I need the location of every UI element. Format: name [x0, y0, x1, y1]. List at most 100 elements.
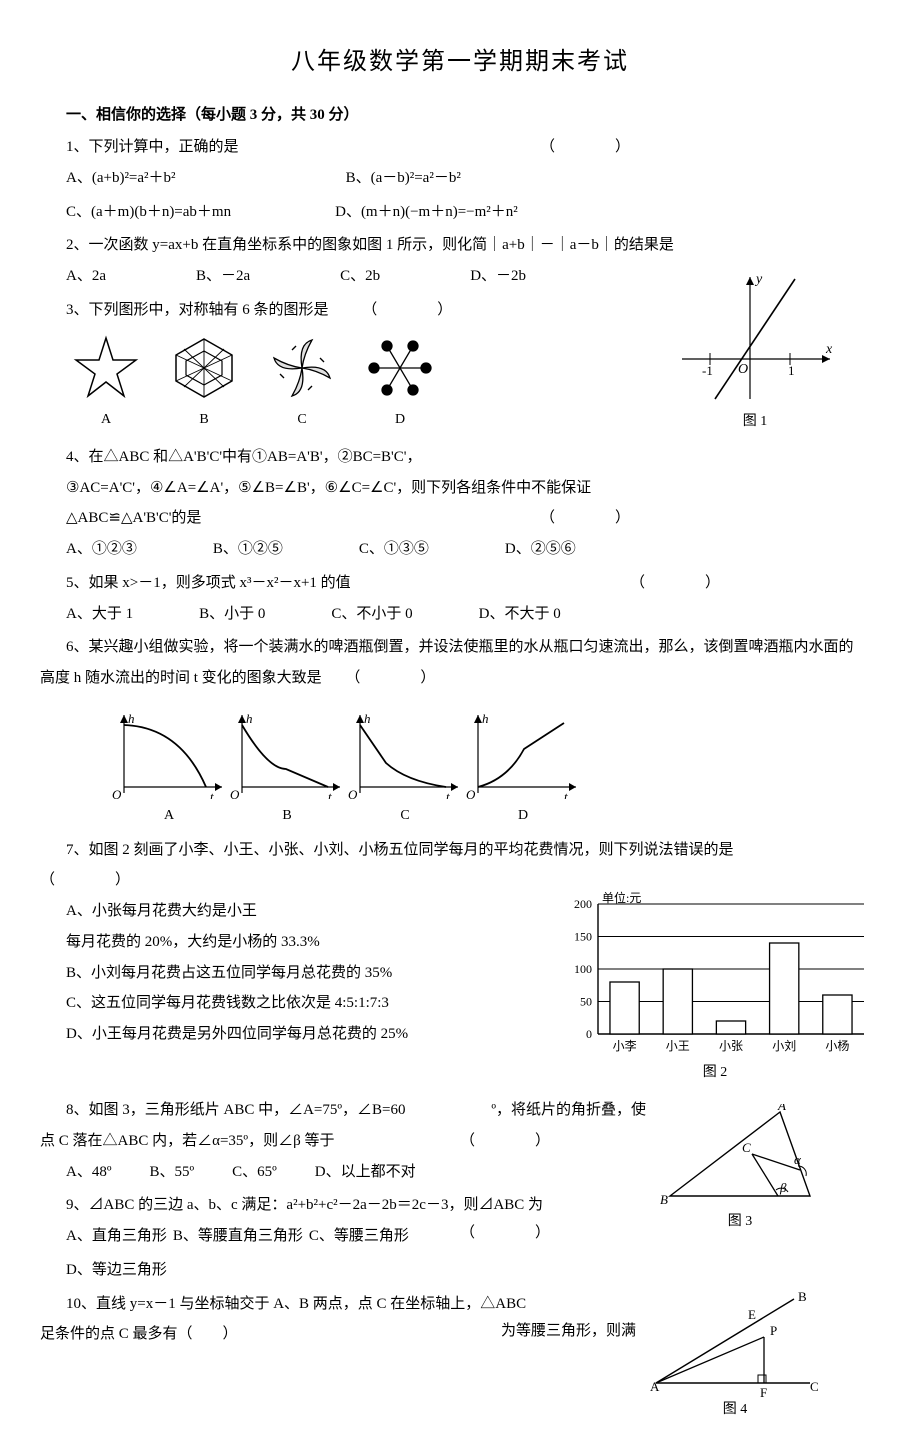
q7-A1: A、小张每月花费大约是小王 — [40, 898, 880, 926]
six-dots-icon — [360, 333, 440, 403]
svg-text:h: h — [482, 711, 489, 726]
q6-label-A: A — [164, 803, 174, 829]
q6-l1: 6、某兴趣小组做实验，将一个装满水的啤酒瓶倒置，并设法使瓶里的水从瓶口匀速流出，… — [40, 634, 880, 662]
svg-text:A: A — [650, 1379, 660, 1394]
q3-label-A: A — [101, 407, 111, 433]
q5-B: B、小于 0 — [199, 601, 265, 629]
svg-text:t: t — [446, 789, 450, 799]
q4-paren: （ ） — [540, 505, 640, 533]
svg-text:O: O — [230, 787, 240, 799]
q4-D: D、②⑤⑥ — [505, 536, 576, 564]
svg-text:t: t — [328, 789, 332, 799]
q4-l3-text: △ABC≌△A'B'C'的是 — [66, 510, 201, 526]
q9-stem: 9、⊿ABC 的三边 a、b、c 满足：a²+b²+c²－2a－2b＝2c－3，… — [40, 1192, 880, 1220]
q5-stem-text: 5、如果 x>－1，则多项式 x³－x²－x+1 的值 — [66, 575, 351, 591]
q8-B: B、55º — [149, 1159, 194, 1187]
svg-text:x: x — [825, 342, 833, 357]
q8-opts: A、48º B、55º C、65º D、以上都不对 — [40, 1159, 650, 1187]
q4-opts: A、①②③ B、①②⑤ C、①③⑤ D、②⑤⑥ — [40, 536, 880, 564]
q3-label-D: D — [395, 407, 405, 433]
q7-B: B、小刘每月花费占这五位同学每月总花费的 35% — [40, 960, 880, 988]
q7-stem: 7、如图 2 刻画了小李、小王、小张、小刘、小杨五位同学每月的平均花费情况，则下… — [40, 837, 880, 865]
q6-paren: （ ） — [345, 665, 445, 693]
q2-A: A、2a — [66, 263, 106, 291]
q1-paren: （ ） — [540, 134, 640, 162]
svg-text:O: O — [738, 362, 748, 377]
q6-fig-B: O h t B — [228, 709, 346, 829]
svg-text:h: h — [364, 711, 371, 726]
q6-l2-text: 高度 h 随水流出的时间 t 变化的图象大致是 — [40, 670, 322, 686]
figure-1-label: 图 1 — [670, 409, 840, 435]
svg-text:t: t — [564, 789, 568, 799]
q9-D: D、等边三角形 — [66, 1257, 167, 1285]
q6-label-D: D — [518, 803, 528, 829]
q9-stem-text: 9、⊿ABC 的三边 a、b、c 满足：a²+b²+c²－2a－2b＝2c－3，… — [66, 1197, 543, 1213]
svg-text:-1: -1 — [702, 363, 713, 378]
q4-l1: 4、在△ABC 和△A'B'C'中有①AB=A'B'，②BC=B'C'， — [40, 444, 880, 472]
q7-paren: （ ） — [40, 867, 140, 895]
svg-text:O: O — [466, 787, 476, 799]
q6-label-C: C — [400, 803, 409, 829]
q6-fig-D: O h t D — [464, 709, 582, 829]
svg-text:C: C — [810, 1379, 819, 1394]
hexagon-pattern-icon — [164, 333, 244, 403]
q1-stem-text: 1、下列计算中，正确的是 — [66, 139, 239, 155]
q5-stem: 5、如果 x>－1，则多项式 x³－x²－x+1 的值 （ ） — [40, 570, 880, 598]
q5-opts: A、大于 1 B、小于 0 C、不小于 0 D、不大于 0 — [40, 601, 880, 629]
q1-A: A、(a+b)²=a²＋b² — [66, 165, 176, 193]
q8-l1: 8、如图 3，三角形纸片 ABC 中，∠A=75º，∠B=60 º，将纸片的角折… — [40, 1097, 880, 1125]
q3-label-C: C — [297, 407, 306, 433]
q10-l1: 10、直线 y=x－1 与坐标轴交于 A、B 两点，点 C 在坐标轴上，△ABC… — [40, 1291, 880, 1319]
svg-text:1: 1 — [788, 363, 795, 378]
svg-text:O: O — [348, 787, 358, 799]
q9-paren: （ ） — [460, 1220, 560, 1248]
q1-D: D、(m＋n)(−m＋n)=−m²＋n² — [335, 199, 518, 227]
q7-opts: A、小张每月花费大约是小王 每月花费的 20%，大约是小杨的 33.3% B、小… — [40, 898, 880, 1049]
q8-l1-tail: º，将纸片的角折叠，使 — [491, 1097, 646, 1125]
q4-C: C、①③⑤ — [359, 536, 429, 564]
q6-fig-A: O h t A — [110, 709, 228, 829]
q4-l3: △ABC≌△A'B'C'的是 （ ） — [40, 505, 880, 533]
figure-1: -1 1 O x y 图 1 — [670, 269, 840, 435]
q8-l2-text: 点 C 落在△ABC 内，若∠α=35º，则∠β 等于 — [40, 1133, 334, 1149]
q4-l2: ③AC=A'C'，④∠A=∠A'，⑤∠B=∠B'，⑥∠C=∠C'，则下列各组条件… — [40, 475, 880, 503]
figure-4-label: 图 4 — [650, 1397, 820, 1423]
q7-C: C、这五位同学每月花费钱数之比依次是 4:5:1:7:3 — [40, 990, 880, 1018]
q5-A: A、大于 1 — [66, 601, 133, 629]
q8-D: D、以上都不对 — [315, 1159, 416, 1187]
q3-fig-A: A — [66, 333, 146, 433]
q6-fig-C: O h t C — [346, 709, 464, 829]
curve-A-icon: O h t — [110, 709, 228, 799]
q9-C: C、等腰三角形 — [309, 1223, 409, 1251]
q2-C: C、2b — [340, 263, 380, 291]
q2-B: B、－2a — [196, 263, 250, 291]
star-icon — [66, 333, 146, 403]
svg-text:h: h — [246, 711, 253, 726]
q6-l2: 高度 h 随水流出的时间 t 变化的图象大致是 （ ） — [40, 665, 880, 693]
curve-D-icon: O h t — [464, 709, 582, 799]
q5-D: D、不大于 0 — [479, 601, 561, 629]
q3-paren: （ ） — [362, 297, 462, 325]
q8-C: C、65º — [232, 1159, 277, 1187]
section-1-head: 一、相信你的选择（每小题 3 分，共 30 分） — [40, 102, 880, 130]
pinwheel-icon — [262, 333, 342, 403]
q8-l2: 点 C 落在△ABC 内，若∠α=35º，则∠β 等于 （ ） — [40, 1128, 880, 1156]
q3-fig-B: B — [164, 333, 244, 433]
q4-A: A、①②③ — [66, 536, 137, 564]
q1-B: B、(a－b)²=a²－b² — [346, 165, 461, 193]
q7-A2: 每月花费的 20%，大约是小杨的 33.3% — [40, 929, 880, 957]
q6-figures: O h t A O h t B O h t C — [40, 709, 880, 829]
q8-A: A、48º — [66, 1159, 111, 1187]
q3-fig-D: D — [360, 333, 440, 433]
q9-A: A、直角三角形 — [66, 1223, 167, 1251]
q5-C: C、不小于 0 — [331, 601, 412, 629]
q8-l1-text: 8、如图 3，三角形纸片 ABC 中，∠A=75º，∠B=60 — [66, 1102, 406, 1118]
page-title: 八年级数学第一学期期末考试 — [40, 40, 880, 84]
q10-l2: 足条件的点 C 最多有（ ） — [40, 1321, 880, 1349]
coord-line-graph-icon: -1 1 O x y — [670, 269, 840, 409]
q9-B: B、等腰直角三角形 — [173, 1223, 303, 1251]
q1-opts-row1: A、(a+b)²=a²＋b² B、(a－b)²=a²－b² — [40, 165, 880, 193]
svg-text:O: O — [112, 787, 122, 799]
svg-text:F: F — [760, 1385, 767, 1397]
q5-paren: （ ） — [630, 570, 730, 598]
